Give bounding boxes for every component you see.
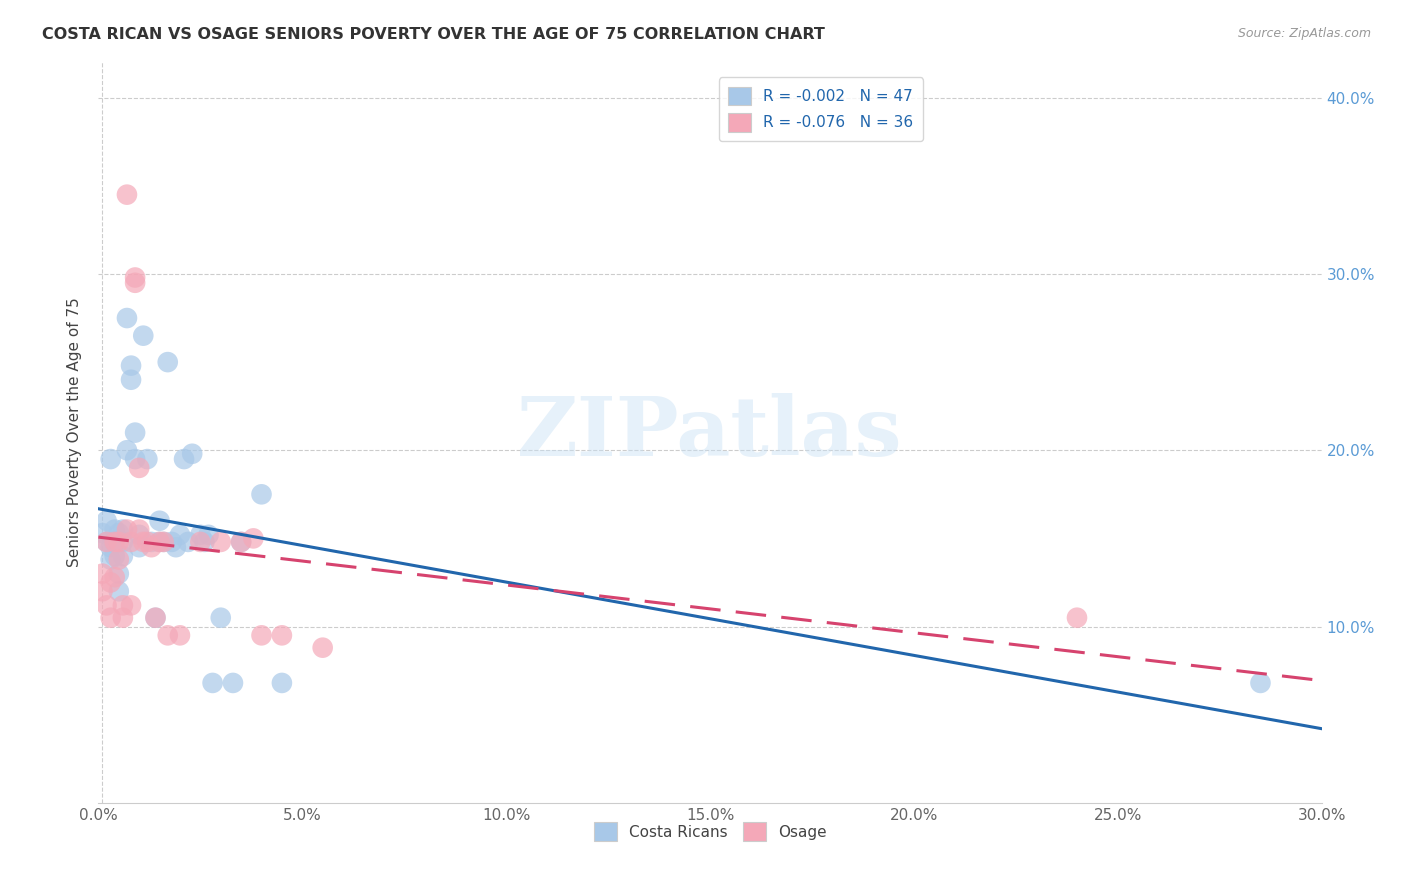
Point [96, 599, 118, 613]
Point [120, 535, 142, 549]
Point [96, 535, 118, 549]
Point [193, 535, 215, 549]
Point [141, 540, 163, 554]
Point [149, 514, 172, 528]
Point [104, 535, 127, 549]
Point [91, 526, 114, 541]
Point [136, 452, 159, 467]
Point [104, 523, 127, 537]
Point [115, 311, 138, 326]
Point [91, 584, 114, 599]
Point [188, 535, 212, 549]
Point [250, 628, 273, 642]
Point [91, 566, 114, 581]
Point [108, 584, 131, 599]
Text: Source: ZipAtlas.com: Source: ZipAtlas.com [1237, 27, 1371, 40]
Point [100, 452, 122, 467]
Point [181, 447, 204, 461]
Point [231, 535, 253, 549]
Point [100, 610, 122, 624]
Point [100, 552, 122, 566]
Point [152, 535, 174, 549]
Point [270, 676, 294, 690]
Point [120, 359, 142, 373]
Point [96, 514, 118, 528]
Point [124, 276, 146, 290]
Legend: Costa Ricans, Osage: Costa Ricans, Osage [588, 816, 832, 847]
Point [120, 373, 142, 387]
Point [128, 528, 150, 542]
Point [136, 535, 159, 549]
Point [104, 549, 127, 563]
Y-axis label: Seniors Poverty Over the Age of 75: Seniors Poverty Over the Age of 75 [67, 298, 83, 567]
Point [108, 526, 131, 541]
Point [145, 610, 167, 624]
Point [115, 523, 138, 537]
Point [115, 443, 138, 458]
Point [141, 535, 163, 549]
Point [128, 540, 150, 554]
Point [111, 535, 134, 549]
Point [145, 610, 167, 624]
Point [104, 570, 127, 584]
Point [250, 487, 273, 501]
Point [209, 535, 232, 549]
Point [242, 532, 264, 546]
Point [197, 528, 219, 542]
Text: COSTA RICAN VS OSAGE SENIORS POVERTY OVER THE AGE OF 75 CORRELATION CHART: COSTA RICAN VS OSAGE SENIORS POVERTY OVE… [42, 27, 825, 42]
Point [108, 535, 131, 549]
Point [100, 575, 122, 590]
Point [169, 628, 191, 642]
Point [104, 535, 127, 549]
Point [124, 425, 146, 440]
Point [132, 535, 155, 549]
Point [128, 523, 150, 537]
Point [156, 355, 179, 369]
Point [270, 628, 294, 642]
Point [1066, 610, 1088, 624]
Point [201, 676, 224, 690]
Point [312, 640, 335, 655]
Point [111, 610, 134, 624]
Point [188, 528, 212, 542]
Point [165, 540, 187, 554]
Point [173, 452, 195, 467]
Point [124, 452, 146, 467]
Point [111, 549, 134, 563]
Point [149, 535, 172, 549]
Point [108, 566, 131, 581]
Point [96, 535, 118, 549]
Point [115, 187, 138, 202]
Point [128, 461, 150, 475]
Point [177, 535, 200, 549]
Point [209, 610, 232, 624]
Point [111, 599, 134, 613]
Point [160, 535, 183, 549]
Point [156, 628, 179, 642]
Text: ZIPatlas: ZIPatlas [517, 392, 903, 473]
Point [111, 523, 134, 537]
Point [152, 535, 174, 549]
Point [1249, 676, 1271, 690]
Point [149, 535, 172, 549]
Point [132, 328, 155, 343]
Point [108, 552, 131, 566]
Point [120, 599, 142, 613]
Point [124, 270, 146, 285]
Point [100, 540, 122, 554]
Point [169, 528, 191, 542]
Point [231, 535, 253, 549]
Point [222, 676, 245, 690]
